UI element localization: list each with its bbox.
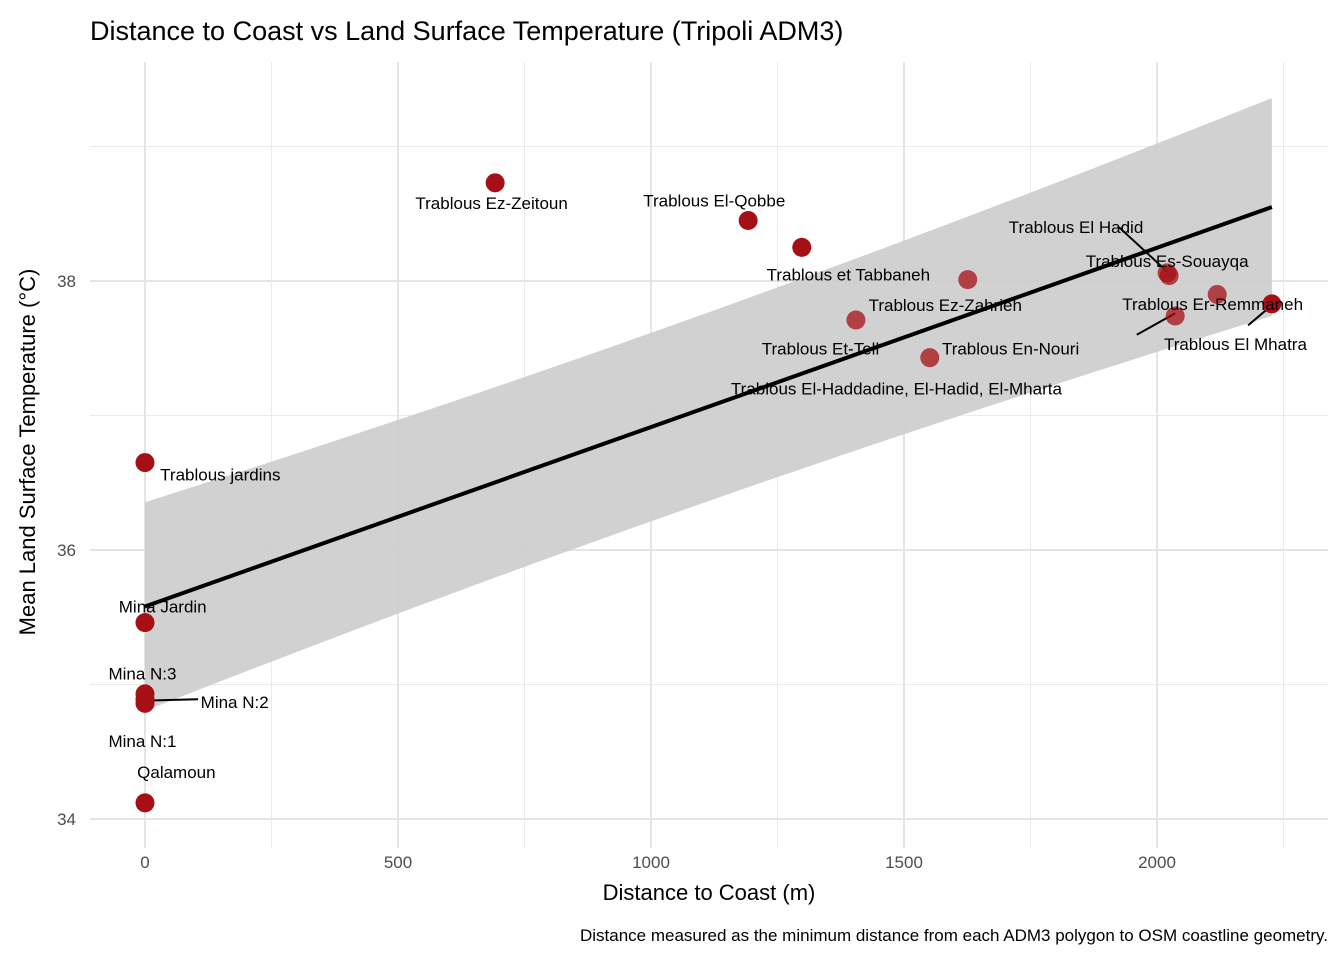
data-point bbox=[485, 173, 505, 193]
point-label: Trablous El Mhatra bbox=[1164, 335, 1308, 354]
point-label: Mina N:3 bbox=[108, 665, 176, 684]
point-label: Trablous Ez-Zahrieh bbox=[869, 296, 1022, 315]
x-tick-label: 0 bbox=[140, 853, 149, 872]
x-tick-label: 1000 bbox=[632, 853, 670, 872]
data-point bbox=[135, 613, 155, 633]
point-label: Trablous et Tabbaneh bbox=[767, 265, 931, 284]
point-labels: Qalamoun Mina N:1 Mina N:2 Mina N:3 Mina Jar… bbox=[108, 191, 1307, 782]
point-label: Qalamoun bbox=[137, 763, 215, 782]
point-label: Mina Jardin bbox=[119, 597, 207, 616]
data-point bbox=[920, 348, 940, 368]
point-label: Mina N:2 bbox=[201, 693, 269, 712]
data-point bbox=[738, 210, 758, 230]
data-point bbox=[1157, 263, 1177, 283]
point-label: Trablous Et-Tell bbox=[762, 339, 879, 358]
points bbox=[135, 173, 1282, 813]
point-label: Trablous Ez-Zeitoun bbox=[415, 194, 567, 213]
y-tick-label: 38 bbox=[57, 272, 76, 291]
point-label: Trablous El-Qobbe bbox=[643, 191, 785, 210]
point-label: Trablous Es-Souayqa bbox=[1086, 252, 1249, 271]
data-point bbox=[1207, 284, 1227, 304]
data-point bbox=[135, 684, 155, 704]
point-label: Trablous El Hadid bbox=[1009, 218, 1144, 237]
y-axis-label: Mean Land Surface Temperature (°C) bbox=[15, 269, 40, 636]
data-point bbox=[1165, 306, 1185, 326]
data-point bbox=[1262, 294, 1282, 314]
x-tick-label: 2000 bbox=[1138, 853, 1176, 872]
data-point bbox=[958, 270, 978, 290]
y-tick-label: 34 bbox=[57, 810, 76, 829]
data-point bbox=[135, 793, 155, 813]
y-axis-ticks: 34 36 38 bbox=[57, 272, 76, 829]
x-tick-label: 1500 bbox=[885, 853, 923, 872]
point-label: Trablous Er-Remmaneh bbox=[1122, 295, 1303, 314]
y-tick-label: 36 bbox=[57, 541, 76, 560]
confidence-band-area bbox=[145, 98, 1272, 711]
confidence-band bbox=[145, 98, 1272, 711]
point-label: Trablous El-Haddadine, El-Hadid, El-Mhar… bbox=[731, 380, 1063, 399]
x-axis-ticks: 0 500 1000 1500 2000 bbox=[140, 853, 1176, 872]
chart-title: Distance to Coast vs Land Surface Temper… bbox=[90, 16, 843, 46]
point-label: Trablous En-Nouri bbox=[942, 339, 1079, 358]
regression-line bbox=[144, 205, 1273, 609]
x-tick-label: 500 bbox=[384, 853, 412, 872]
data-point bbox=[135, 453, 155, 473]
caption: Distance measured as the minimum distanc… bbox=[580, 926, 1328, 945]
point-label: Mina N:1 bbox=[108, 732, 176, 751]
grid bbox=[90, 62, 1328, 848]
x-axis-label: Distance to Coast (m) bbox=[603, 880, 816, 905]
point-label: Trablous jardins bbox=[160, 466, 280, 485]
data-point bbox=[792, 237, 812, 257]
regression-line-path bbox=[144, 205, 1273, 609]
leader-line bbox=[1118, 226, 1168, 273]
data-point bbox=[846, 310, 866, 330]
